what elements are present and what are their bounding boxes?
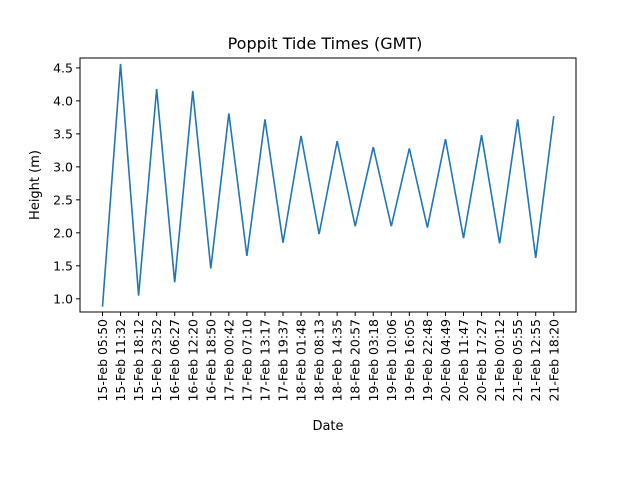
x-tick-label: 19-Feb 10:06: [384, 319, 399, 402]
x-tick-label: 17-Feb 19:37: [276, 319, 291, 402]
y-tick-label: 2.0: [53, 225, 73, 240]
x-axis: 15-Feb 05:50 15-Feb 11:32 15-Feb 18:12 15-F…: [95, 312, 561, 402]
x-tick-label: 17-Feb 00:42: [221, 319, 236, 402]
y-tick-label: 4.0: [53, 93, 73, 108]
y-tick-label: 1.5: [53, 258, 73, 273]
x-tick-label: 16-Feb 12:20: [185, 319, 200, 402]
y-axis-label: Height (m): [28, 150, 43, 220]
y-tick-label: 2.5: [53, 192, 73, 207]
y-tick-label: 3.5: [53, 126, 73, 141]
x-tick-label: 21-Feb 05:55: [510, 319, 525, 402]
x-tick-label: 21-Feb 18:20: [546, 319, 561, 402]
x-tick-label: 20-Feb 17:27: [474, 319, 489, 402]
y-tick-label: 3.0: [53, 159, 73, 174]
x-tick-label: 16-Feb 06:27: [167, 319, 182, 402]
x-tick-label: 20-Feb 04:49: [438, 319, 453, 402]
series-line-tide-height: [101, 63, 555, 307]
x-tick-label: 19-Feb 03:18: [366, 319, 381, 402]
x-tick-label: 17-Feb 13:17: [257, 319, 272, 402]
x-tick-label: 15-Feb 05:50: [95, 319, 110, 402]
x-axis-label: Date: [312, 419, 343, 434]
x-tick-label: 17-Feb 07:10: [239, 319, 254, 402]
x-tick-label: 20-Feb 11:47: [456, 319, 471, 402]
y-axis: 1.0 1.5 2.0 2.5 3.0 3.5 4.0 4.5: [53, 60, 80, 306]
x-tick-label: 15-Feb 11:32: [113, 319, 128, 402]
plot-frame: [79, 57, 577, 313]
x-tick-label: 18-Feb 20:57: [348, 319, 363, 402]
x-tick-label: 16-Feb 18:50: [203, 319, 218, 402]
x-tick-label: 21-Feb 00:12: [492, 319, 507, 402]
y-tick-label: 4.5: [53, 60, 73, 75]
chart-title: Poppit Tide Times (GMT): [228, 34, 423, 53]
x-tick-label: 15-Feb 18:12: [131, 319, 146, 402]
x-tick-label: 18-Feb 14:35: [330, 319, 345, 402]
x-tick-label: 18-Feb 08:13: [312, 319, 327, 402]
x-tick-label: 18-Feb 01:48: [294, 319, 309, 402]
x-tick-label: 19-Feb 22:48: [420, 319, 435, 402]
y-tick-label: 1.0: [53, 291, 73, 306]
x-tick-label: 19-Feb 16:05: [402, 319, 417, 402]
x-tick-label: 21-Feb 12:55: [528, 319, 543, 402]
x-tick-label: 15-Feb 23:52: [149, 319, 164, 402]
